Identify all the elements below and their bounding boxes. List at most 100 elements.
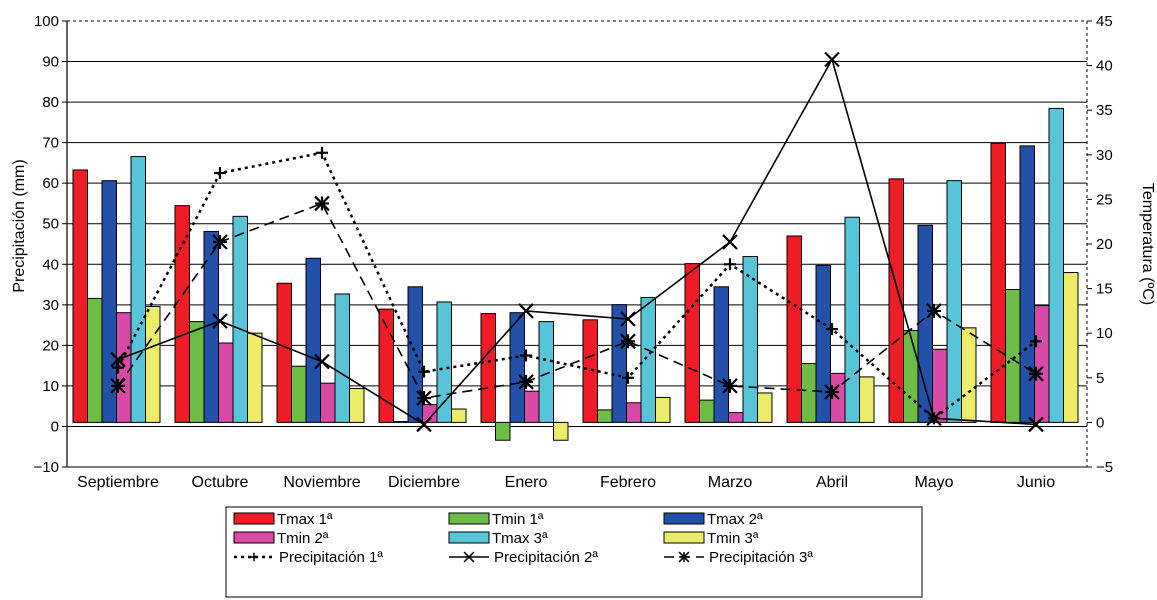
bar <box>742 255 758 423</box>
y2-tick-label: −5 <box>1096 459 1113 476</box>
line-marker <box>518 303 534 319</box>
bar <box>582 319 598 423</box>
bar <box>334 293 350 423</box>
category-label: Septiembre <box>77 474 159 491</box>
y2-tick-label: 40 <box>1096 58 1113 75</box>
legend-label: Tmax 2ª <box>707 511 763 528</box>
y-tick-label: 30 <box>42 297 59 314</box>
line-marker <box>249 552 259 562</box>
marker-stroke <box>212 313 228 329</box>
right-axis-title: Temperatura (ºC) <box>1139 183 1156 305</box>
line-marker <box>110 378 126 394</box>
y2-tick-label: 20 <box>1096 236 1113 253</box>
line-marker <box>314 195 330 212</box>
marker-stroke <box>722 234 738 250</box>
bar <box>990 142 1006 423</box>
bar <box>728 412 744 423</box>
bar <box>130 156 146 423</box>
line-marker <box>463 551 475 563</box>
line-marker <box>824 51 840 68</box>
y-tick-label: 20 <box>42 337 59 354</box>
legend-swatch <box>448 531 490 544</box>
legend-swatch <box>448 512 490 525</box>
bar <box>291 365 307 423</box>
y-tick-label: 50 <box>42 216 59 233</box>
marker-stroke <box>518 303 534 319</box>
bar <box>815 264 831 423</box>
y2-tick-label: 15 <box>1096 281 1113 298</box>
precipitation-line <box>117 57 1037 426</box>
line-marker <box>926 303 942 319</box>
legend-swatch <box>663 531 705 544</box>
category-label: Diciembre <box>388 474 460 491</box>
legend-swatch <box>233 512 275 525</box>
legend-label: Precipitación 3ª <box>709 549 813 566</box>
y-tick-label: 80 <box>42 94 59 111</box>
line-marker <box>620 333 636 350</box>
category-label: Marzo <box>708 474 753 491</box>
bar <box>597 409 613 423</box>
category-label: Junio <box>1017 474 1055 491</box>
bar <box>218 342 234 423</box>
bar <box>1063 272 1079 423</box>
y-tick-label: 10 <box>42 378 59 395</box>
bar <box>436 301 452 423</box>
legend-label: Precipitación 2ª <box>494 549 598 566</box>
bar <box>320 382 336 423</box>
line-marker <box>620 311 636 327</box>
y-tick-label: 0 <box>51 418 59 435</box>
line-marker <box>416 416 432 433</box>
bar <box>174 205 190 423</box>
y2-tick-label: 35 <box>1096 102 1113 119</box>
line-marker <box>1028 416 1044 433</box>
category-label: Abril <box>816 474 848 491</box>
line-marker <box>678 551 690 563</box>
legend-label: Tmin 3ª <box>707 530 759 547</box>
category-label: Febrero <box>600 474 656 491</box>
line-marker <box>1030 335 1042 348</box>
legend-swatch <box>233 531 275 544</box>
bar <box>611 304 627 423</box>
bar <box>757 392 773 423</box>
bar <box>509 312 525 423</box>
bar <box>189 321 205 423</box>
bar <box>903 330 919 423</box>
line-marker <box>926 410 942 427</box>
category-label: Mayo <box>914 474 953 491</box>
legend: Tmax 1ª Tmin 1ª Tmax 2ª Tmin 2ª Tmax 3ª Tmin … <box>225 506 923 598</box>
legend-swatch <box>663 512 705 525</box>
bar-series <box>72 107 1079 441</box>
marker-stroke <box>1028 416 1044 433</box>
y-tick-label: 90 <box>42 54 59 71</box>
bar <box>553 421 569 441</box>
bar <box>232 215 248 423</box>
line-marker <box>622 371 634 384</box>
bar <box>946 180 962 423</box>
bar <box>87 297 103 423</box>
marker-stroke <box>824 51 840 68</box>
category-labels: Septiembre Octubre Noviembre Diciembre Enero… <box>77 474 1055 491</box>
legend-label: Tmax 1ª <box>277 511 333 528</box>
y2-tick-label: 0 <box>1096 414 1104 431</box>
bar <box>655 396 671 423</box>
precipitation-line <box>117 202 1037 399</box>
y-tick-label: 60 <box>42 175 59 192</box>
category-label: Noviembre <box>283 474 360 491</box>
marker-stroke <box>463 551 475 563</box>
marker-stroke <box>416 416 432 433</box>
marker-stroke <box>620 311 636 327</box>
bar <box>495 421 511 441</box>
bar <box>917 224 933 423</box>
category-label: Enero <box>505 474 548 491</box>
y2-tick-label: 45 <box>1096 13 1113 30</box>
line-marker <box>1028 365 1044 382</box>
line-marker <box>214 167 226 180</box>
line-marker <box>112 361 124 374</box>
line-marker <box>316 146 328 159</box>
bar <box>480 313 496 423</box>
bar <box>713 286 729 423</box>
precipitation-line <box>116 151 1037 420</box>
y2-tick-label: 10 <box>1096 325 1113 342</box>
bar <box>786 235 802 423</box>
